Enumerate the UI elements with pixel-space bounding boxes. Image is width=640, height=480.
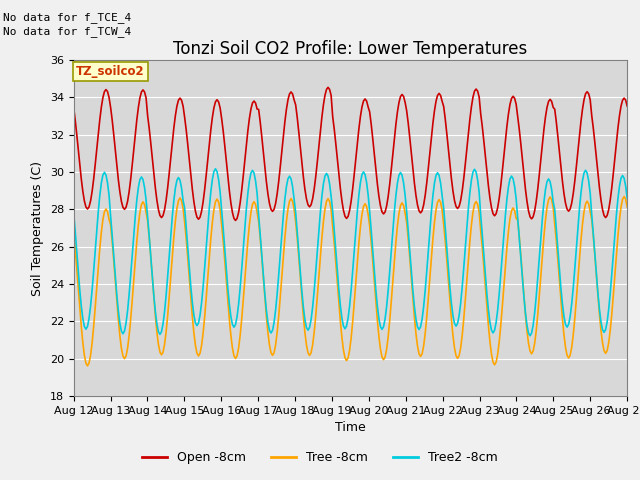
Tree2 -8cm	[236, 285, 244, 291]
Tree -8cm	[623, 204, 631, 210]
Tree -8cm	[620, 193, 628, 199]
Tree -8cm	[236, 333, 244, 338]
Open -8cm	[314, 160, 321, 166]
Tree2 -8cm	[596, 307, 604, 312]
Text: No data for f_TCW_4: No data for f_TCW_4	[3, 26, 131, 37]
Tree2 -8cm	[314, 249, 321, 255]
Y-axis label: Soil Temperatures (C): Soil Temperatures (C)	[31, 160, 44, 296]
Open -8cm	[232, 217, 239, 223]
Tree -8cm	[594, 292, 602, 298]
Open -8cm	[264, 191, 272, 197]
Tree2 -8cm	[212, 166, 220, 172]
Tree -8cm	[314, 294, 321, 300]
Open -8cm	[138, 89, 145, 95]
Text: TZ_soilco2: TZ_soilco2	[76, 65, 145, 78]
Open -8cm	[596, 185, 604, 191]
Line: Open -8cm: Open -8cm	[74, 87, 627, 220]
Tree2 -8cm	[264, 320, 272, 325]
Open -8cm	[255, 107, 262, 112]
Line: Tree -8cm: Tree -8cm	[74, 196, 627, 366]
Open -8cm	[324, 84, 332, 90]
Tree2 -8cm	[138, 174, 145, 180]
Legend: Open -8cm, Tree -8cm, Tree2 -8cm: Open -8cm, Tree -8cm, Tree2 -8cm	[137, 446, 503, 469]
Tree2 -8cm	[623, 196, 631, 202]
Tree2 -8cm	[255, 213, 262, 218]
Line: Tree2 -8cm: Tree2 -8cm	[74, 169, 627, 336]
Tree2 -8cm	[70, 209, 77, 215]
Tree -8cm	[84, 363, 92, 369]
Tree -8cm	[70, 229, 77, 235]
X-axis label: Time: Time	[335, 421, 366, 434]
Open -8cm	[236, 200, 244, 206]
Title: Tonzi Soil CO2 Profile: Lower Temperatures: Tonzi Soil CO2 Profile: Lower Temperatur…	[173, 40, 527, 59]
Tree -8cm	[139, 199, 147, 205]
Open -8cm	[70, 104, 77, 110]
Tree2 -8cm	[526, 333, 534, 338]
Tree -8cm	[255, 218, 262, 224]
Text: No data for f_TCE_4: No data for f_TCE_4	[3, 12, 131, 23]
Tree -8cm	[264, 329, 272, 335]
Open -8cm	[623, 103, 631, 109]
